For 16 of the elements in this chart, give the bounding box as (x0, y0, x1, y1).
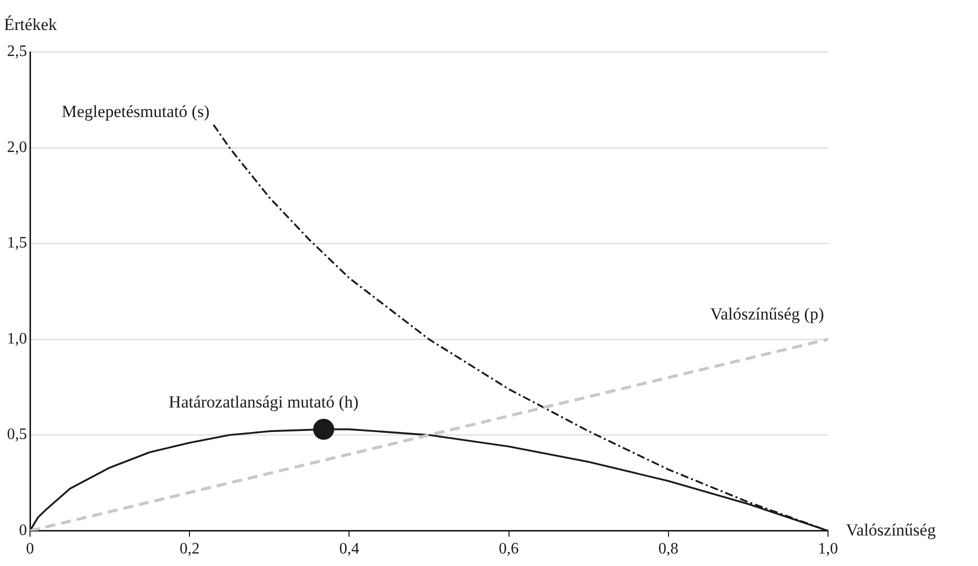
series-label: Valószínűség (p) (710, 304, 824, 324)
x-tick-label: 0,8 (658, 540, 678, 558)
y-tick-label: 0 (19, 522, 27, 540)
y-tick-label: 2,5 (7, 43, 27, 60)
y-tick-label: 2,0 (7, 138, 27, 156)
x-tick-label: 0,4 (339, 540, 360, 558)
x-axis-title: Valószínűség (846, 520, 936, 540)
y-tick-label: 1,5 (7, 234, 27, 252)
x-tick-label: 0,2 (180, 540, 200, 558)
series-label: Meglepetésmutató (s) (62, 102, 210, 121)
x-tick-label: 1,0 (818, 540, 838, 558)
y-tick-label: 0,5 (7, 426, 27, 444)
x-tick-label: 0,6 (498, 540, 519, 558)
y-axis-title: Értékek (4, 15, 58, 34)
series-label: Határozatlansági mutató (h) (168, 392, 359, 412)
y-tick-label: 1,0 (7, 330, 27, 348)
